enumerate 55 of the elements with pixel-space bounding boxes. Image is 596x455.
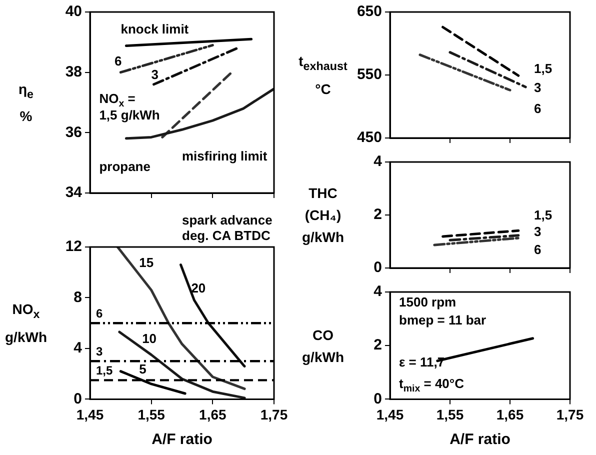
y-tick-label: 0 <box>74 390 82 408</box>
annotation: 3 <box>534 224 542 240</box>
y-axis-title: t$_{exhaust}$ °C <box>298 52 348 99</box>
y-tick-label: 0 <box>374 390 382 408</box>
x-tick-label: 1,55 <box>138 406 166 422</box>
y-axis-title: THC (CH₄) g/kWh <box>301 184 345 247</box>
y-tick-label: 2 <box>374 336 382 354</box>
y-tick-label: 4 <box>374 153 383 170</box>
x-tick-label: 1,65 <box>199 406 227 422</box>
x-tick-label: 1,75 <box>260 406 288 422</box>
y-tick-label: 550 <box>356 66 382 84</box>
y-tick-label: 12 <box>65 238 82 256</box>
y-axis-title: NO$_{x}$ g/kWh <box>4 300 48 347</box>
y-tick-label: 34 <box>65 184 83 202</box>
y-tick-label: 36 <box>65 124 82 141</box>
y-tick-label: 4 <box>374 283 383 300</box>
ref-line-label: 6 <box>96 306 103 320</box>
text: spark advance <box>182 212 272 228</box>
y-tick-label: 2 <box>374 206 382 224</box>
x-axis-title: A/F ratio <box>450 431 510 448</box>
ref-line-label: 1,5 <box>96 363 114 378</box>
x-tick-label: 1,75 <box>556 406 584 422</box>
annotation: 3 <box>151 66 159 82</box>
ref-line-label: 3 <box>96 344 103 358</box>
annotation: 3 <box>534 80 542 95</box>
x-tick-label: 1,55 <box>436 406 464 422</box>
annotation: knock limit <box>120 22 190 37</box>
x-tick-label: 1,45 <box>76 406 104 422</box>
annotation: 1,5 g/kWh <box>99 108 160 123</box>
annotation: 6 <box>534 242 542 258</box>
y-axis-title: η$_{e}$ % <box>17 80 35 126</box>
y-axis-title: CO g/kWh <box>301 326 345 367</box>
annotation: 10 <box>142 331 157 346</box>
annotation: 6 <box>534 101 542 116</box>
annotation: 1,5 <box>534 60 552 76</box>
annotation: misfiring limit <box>182 148 268 164</box>
y-tick-label: 38 <box>65 63 82 80</box>
y-tick-label: 450 <box>356 129 382 146</box>
annotation: propane <box>99 159 150 174</box>
annotation: 1500 rpm <box>399 294 456 310</box>
y-tick-label: 8 <box>74 288 82 306</box>
x-tick-label: 1,65 <box>496 406 524 422</box>
y-tick-label: 0 <box>374 259 382 276</box>
annotation: 6 <box>114 53 122 68</box>
y-tick-label: 650 <box>356 3 382 20</box>
annotation: bmep = 11 bar <box>399 312 486 328</box>
annotation: 15 <box>139 255 154 270</box>
text: deg. CA BTDC <box>182 228 271 243</box>
y-tick-label: 4 <box>74 340 83 357</box>
annotation: 1,5 <box>534 207 552 222</box>
y-tick-label: 40 <box>65 3 82 20</box>
x-axis-title: A/F ratio <box>152 431 212 448</box>
annotation: 5 <box>139 362 146 377</box>
x-tick-label: 1,45 <box>376 406 404 422</box>
annotation: 20 <box>191 280 206 296</box>
